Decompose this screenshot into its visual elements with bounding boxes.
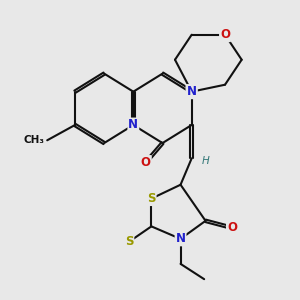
Text: H: H bbox=[202, 156, 209, 166]
Text: N: N bbox=[187, 85, 197, 98]
Text: N: N bbox=[128, 118, 138, 131]
Text: N: N bbox=[176, 232, 186, 245]
Text: O: O bbox=[220, 28, 230, 41]
Text: O: O bbox=[227, 221, 237, 234]
Text: CH₃: CH₃ bbox=[23, 135, 44, 145]
Text: N: N bbox=[187, 85, 197, 98]
Text: S: S bbox=[125, 235, 134, 248]
Text: S: S bbox=[147, 192, 156, 205]
Text: O: O bbox=[141, 156, 151, 169]
